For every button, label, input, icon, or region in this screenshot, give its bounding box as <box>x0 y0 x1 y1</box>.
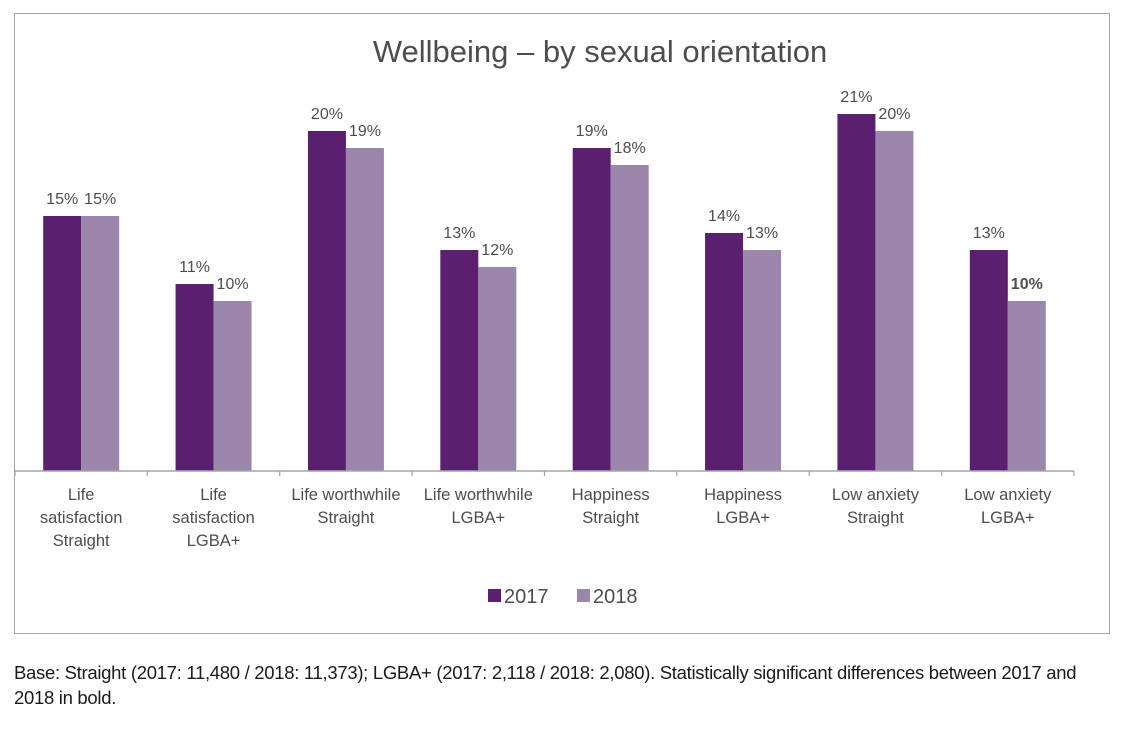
bar-2018-6 <box>875 131 914 471</box>
category-label-line: Straight <box>53 532 110 550</box>
category-label-7: Low anxiety LGBA+ <box>964 486 1052 527</box>
bar-2017-4 <box>572 148 611 471</box>
category-label-line: Life <box>68 486 95 504</box>
category-label-6: Low anxiety Straight <box>832 486 920 527</box>
data-label-2017-4: 19% <box>576 123 608 140</box>
category-label-4: Happiness Straight <box>572 486 650 527</box>
category-label-line: Straight <box>318 509 375 527</box>
x-axis <box>14 470 1075 476</box>
data-label-2018-6: 20% <box>878 106 910 123</box>
category-label-0: Life satisfaction Straight <box>40 486 123 550</box>
bar-2017-7 <box>969 250 1008 471</box>
legend-swatch-2018 <box>577 589 590 602</box>
category-label-line: Life worthwhile <box>291 486 400 504</box>
category-label-line: satisfaction <box>40 509 123 527</box>
bar-2018-4 <box>610 165 649 471</box>
category-label-line: Life <box>200 486 227 504</box>
category-label-line: Happiness <box>704 486 782 504</box>
legend: 2017 2018 <box>488 586 638 608</box>
category-label-line: LGBA+ <box>981 509 1035 527</box>
footnote: Base: Straight (2017: 11,480 / 2018: 11,… <box>14 662 1077 708</box>
data-label-2017-5: 14% <box>708 208 740 225</box>
data-label-2017-6: 21% <box>840 89 872 106</box>
bar-2018-2 <box>345 148 384 471</box>
bar-2018-7 <box>1007 301 1046 471</box>
data-label-2017-2: 20% <box>311 106 343 123</box>
data-label-2018-1: 10% <box>217 276 249 293</box>
category-label-line: LGBA+ <box>716 509 770 527</box>
bar-2017-0 <box>43 216 82 471</box>
category-label-1: Life satisfaction LGBA+ <box>172 486 255 550</box>
category-label-line: Happiness <box>572 486 650 504</box>
data-label-2018-7: 10% <box>1011 276 1043 293</box>
data-label-2017-3: 13% <box>443 225 475 242</box>
data-label-2017-7: 13% <box>973 225 1005 242</box>
data-label-2018-4: 18% <box>614 140 646 157</box>
bar-2017-5 <box>705 233 744 471</box>
data-labels-group: 15% 15% 11% 10% 20% 19% 13% 12% 19% 18% 14% 13% 21% 2… <box>46 89 1043 293</box>
bar-2018-5 <box>743 250 782 471</box>
category-label-line: Life worthwhile <box>424 486 533 504</box>
bar-2017-3 <box>440 250 479 471</box>
bar-2017-6 <box>837 114 876 471</box>
legend-label-2018: 2018 <box>593 586 638 608</box>
bar-2018-3 <box>478 267 517 471</box>
category-label-line: satisfaction <box>172 509 255 527</box>
category-label-line: Straight <box>847 509 904 527</box>
bar-2017-1 <box>175 284 214 471</box>
legend-swatch-2017 <box>488 589 501 602</box>
category-label-5: Happiness LGBA+ <box>704 486 782 527</box>
category-label-line: Low anxiety <box>832 486 920 504</box>
legend-label-2017: 2017 <box>504 586 549 608</box>
data-label-2018-3: 12% <box>481 242 513 259</box>
category-label-line: LGBA+ <box>451 509 505 527</box>
category-label-line: LGBA+ <box>187 532 241 550</box>
chart-frame <box>14 13 1110 634</box>
bar-2017-2 <box>307 131 346 471</box>
chart-title: Wellbeing – by sexual orientation <box>373 34 827 69</box>
category-label-line: Low anxiety <box>964 486 1052 504</box>
data-label-2018-5: 13% <box>746 225 778 242</box>
category-label-3: Life worthwhile LGBA+ <box>424 486 533 527</box>
data-label-2018-2: 19% <box>349 123 381 140</box>
bars-group <box>43 114 1046 471</box>
bar-2018-0 <box>81 216 120 471</box>
category-labels-group: Life satisfaction Straight Life satisfaction… <box>40 486 1052 550</box>
category-label-2: Life worthwhile Straight <box>291 486 400 527</box>
data-label-2017-0: 15% <box>46 191 78 208</box>
bar-2018-1 <box>213 301 252 471</box>
bar-chart: Wellbeing – by sexual orientation 15% 15%… <box>14 34 1075 608</box>
data-label-2018-0: 15% <box>84 191 116 208</box>
category-label-line: Straight <box>582 509 639 527</box>
data-label-2017-1: 11% <box>179 259 210 276</box>
